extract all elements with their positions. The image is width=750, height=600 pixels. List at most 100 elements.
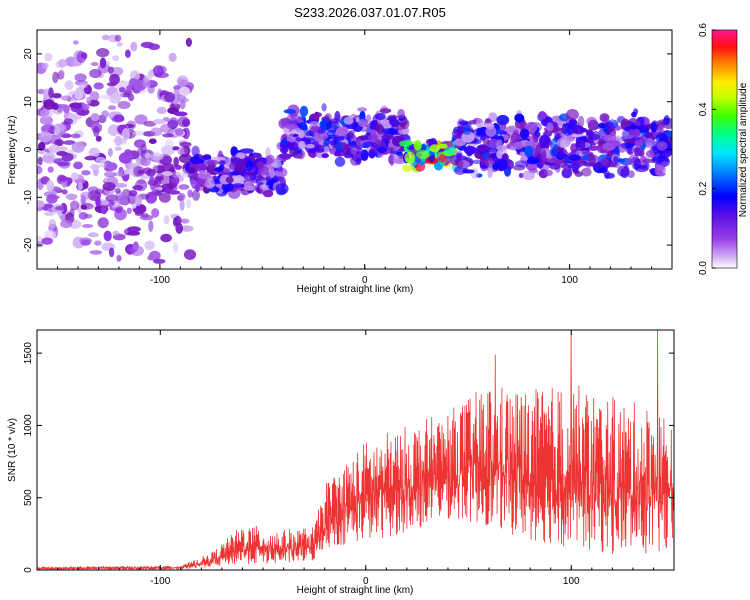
- x-tick-label: 100: [561, 275, 578, 286]
- heatmap-cell: [55, 60, 67, 69]
- heatmap-cell: [243, 181, 253, 189]
- heatmap-cell: [463, 145, 477, 155]
- heatmap-cell: [582, 151, 594, 156]
- heatmap-cell: [113, 172, 127, 177]
- heatmap-cell: [617, 165, 630, 177]
- heatmap-cell: [561, 167, 573, 179]
- heatmap-cell: [46, 180, 55, 192]
- heatmap-cell: [602, 142, 616, 151]
- heatmap-cell: [393, 119, 400, 128]
- heatmap-cell: [95, 188, 104, 195]
- heatmap-cell: [40, 108, 53, 119]
- heatmap-cell: [368, 148, 376, 159]
- y-tick-label: 1000: [23, 414, 34, 437]
- heatmap-cell: [107, 124, 120, 136]
- heatmap-cell: [125, 49, 131, 58]
- heatmap-cell: [404, 151, 416, 164]
- heatmap-cell: [56, 146, 68, 151]
- heatmap-cell: [575, 139, 586, 152]
- heatmap-cell: [60, 95, 72, 101]
- snr-x-ticks: -100 0 100: [57, 330, 675, 587]
- heatmap-cell: [74, 73, 87, 82]
- heatmap-cell: [655, 132, 669, 144]
- heatmap-cell: [128, 93, 135, 102]
- heatmap-cell: [103, 171, 117, 177]
- figure-title: S233.2026.037.01.07.R05: [294, 5, 446, 20]
- heatmap-cell: [156, 106, 167, 114]
- heatmap-cell: [602, 114, 608, 124]
- heatmap-cell: [80, 239, 91, 246]
- heatmap-cell: [84, 213, 93, 219]
- heatmap-cell: [134, 114, 148, 125]
- heatmap-cell: [458, 120, 469, 126]
- heatmap-cell: [546, 122, 554, 132]
- heatmap-cell: [37, 165, 43, 175]
- y-tick-label: 0: [23, 146, 34, 152]
- heatmap-cell: [221, 182, 234, 192]
- heatmap-cell: [69, 102, 83, 109]
- heatmap-cell: [444, 146, 457, 154]
- heatmap-cell: [456, 152, 463, 160]
- heatmap-cell: [645, 142, 653, 149]
- heatmap-cell: [58, 69, 65, 80]
- snr-xlabel: Height of straight line (km): [297, 585, 414, 596]
- heatmap-cell: [162, 171, 173, 177]
- heatmap-cell: [37, 200, 46, 208]
- heatmap-cell: [551, 127, 564, 135]
- x-tick-label: -100: [150, 275, 170, 286]
- heatmap-cell: [628, 128, 636, 136]
- heatmap-cell: [145, 191, 157, 204]
- heatmap-cell: [586, 116, 597, 126]
- heatmap-cell: [245, 160, 254, 172]
- heatmap-cell: [48, 144, 60, 153]
- heatmap-cell: [52, 71, 59, 84]
- heatmap-cell: [43, 88, 49, 101]
- heatmap-cell: [142, 79, 151, 89]
- heatmap-cell: [321, 103, 327, 112]
- heatmap-cells: [37, 34, 672, 264]
- heatmap-cell: [568, 118, 578, 126]
- heatmap-cell: [196, 163, 207, 173]
- heatmap-cell: [289, 146, 299, 157]
- heatmap-cell: [565, 109, 579, 121]
- heatmap-cell: [99, 57, 107, 69]
- heatmap-cell: [149, 175, 155, 186]
- heatmap-cell: [146, 168, 156, 177]
- heatmap-cell: [572, 169, 580, 174]
- heatmap-cell: [640, 123, 649, 130]
- heatmap-cell: [329, 118, 340, 125]
- colorbar-tick-label: 0.6: [698, 23, 709, 37]
- heatmap-cell: [74, 178, 87, 184]
- heatmap-cell: [178, 184, 190, 190]
- heatmap-cell: [117, 100, 131, 110]
- heatmap-cell: [71, 133, 81, 139]
- y-tick-label: 500: [23, 489, 34, 506]
- heatmap-cell: [543, 169, 553, 177]
- heatmap-cell: [135, 179, 148, 192]
- heatmap-cell: [314, 144, 324, 153]
- heatmap-cell: [654, 164, 666, 176]
- heatmap-cell: [572, 125, 585, 135]
- heatmap-cell: [207, 159, 220, 166]
- heatmap-cell: [232, 171, 241, 176]
- colorbar-gradient: [711, 29, 738, 269]
- heatmap-cell: [283, 153, 292, 160]
- heatmap-cell: [133, 166, 145, 177]
- heatmap-cell: [636, 148, 644, 157]
- heatmap-cell: [334, 156, 346, 167]
- heatmap-cell: [176, 75, 189, 87]
- heatmap-cell: [168, 117, 179, 128]
- heatmap-cell: [496, 139, 503, 152]
- heatmap-cell: [187, 167, 196, 174]
- heatmap-cell: [97, 217, 109, 229]
- heatmap-cell: [496, 150, 503, 159]
- heatmap-cell: [180, 218, 190, 224]
- heatmap-cell: [84, 155, 97, 161]
- heatmap-cell: [487, 167, 493, 179]
- heatmap-cell: [177, 94, 186, 103]
- heatmap-cell: [284, 123, 299, 130]
- heatmap-cell: [80, 191, 91, 200]
- heatmap-cell: [286, 135, 296, 143]
- heatmap-cell: [152, 119, 166, 125]
